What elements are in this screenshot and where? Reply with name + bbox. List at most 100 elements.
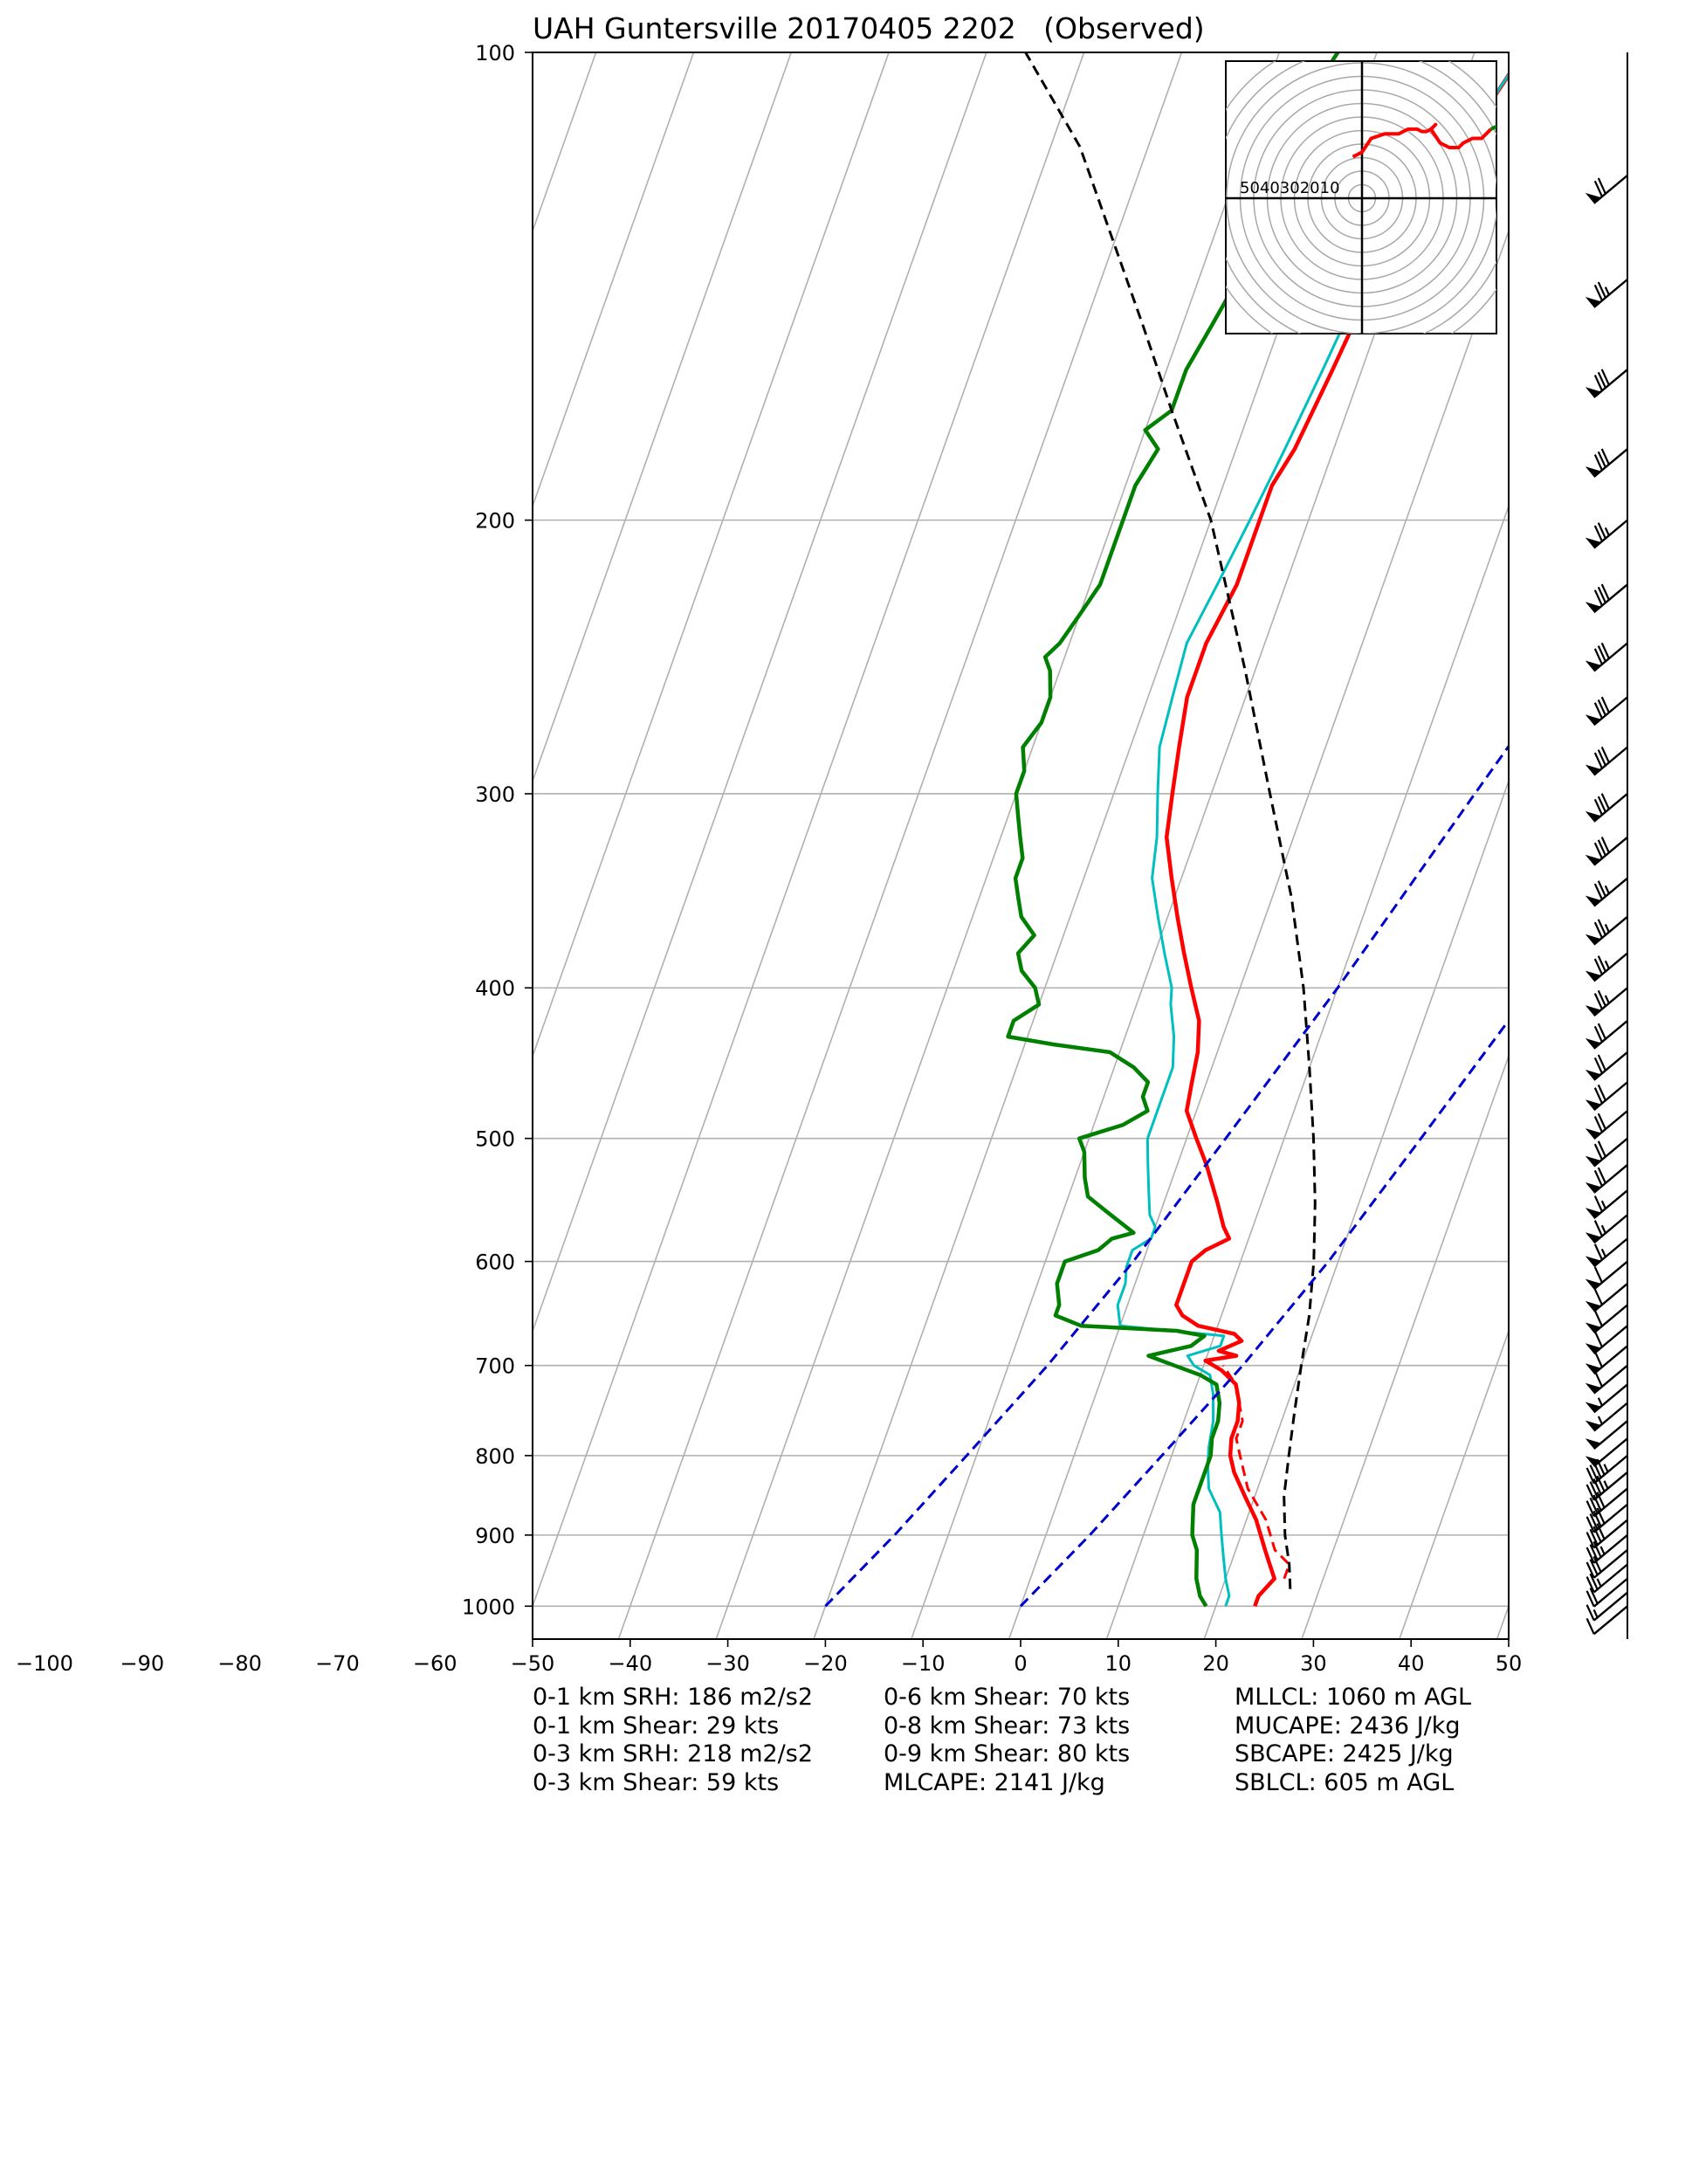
stat-srh-0-3: 0-3 km SRH: 218 m2/s2: [533, 1740, 814, 1767]
wind-barb: [1585, 877, 1628, 907]
stat-sbcape: SBCAPE: 2425 J/kg: [1235, 1740, 1454, 1767]
y-tick-label: 500: [475, 1127, 515, 1152]
y-tick-label: 600: [475, 1250, 515, 1275]
wind-barb: [1586, 1487, 1628, 1518]
y-tick-label: 300: [475, 782, 515, 807]
x-tick-label: 0: [1014, 1651, 1027, 1676]
wind-barb: [1585, 1364, 1628, 1395]
stat-mllcl: MLLCL: 1060 m AGL: [1235, 1684, 1472, 1711]
x-axis: −100 −90 −80 −70 −60 −50 −40 −30 −20 −10 0 10 20 30 40…: [16, 1639, 1522, 1676]
hodograph-trace: [1532, 28, 1551, 74]
isotherm-gridline: [0, 52, 10, 1639]
wind-barb: [1586, 1503, 1628, 1533]
y-tick-label: 100: [475, 41, 515, 65]
isotherm-gridline: [533, 52, 695, 508]
wind-barb: [1585, 1345, 1628, 1375]
series-layer: [824, 52, 1509, 1608]
wind-barb: [1585, 519, 1628, 549]
stat-shear-0-1: 0-1 km Shear: 29 kts: [533, 1712, 780, 1740]
isotherm-gridline: [533, 52, 1085, 1609]
series-line-dry-moist-adiabat: [824, 743, 1509, 1608]
y-tick-label: 400: [475, 976, 515, 1001]
x-tick-label: −70: [315, 1651, 360, 1676]
wind-barb: [1586, 1577, 1628, 1608]
wind-barb: [1586, 1519, 1628, 1549]
hodograph-rings: 5040302010: [1226, 28, 1551, 334]
series-line-dry-moist-adiabat: [1019, 1018, 1509, 1608]
wind-barb: [1585, 696, 1628, 727]
x-tick-label: −10: [901, 1651, 946, 1676]
isotherm-gridline: [0, 52, 108, 1639]
x-tick-label: −50: [511, 1651, 555, 1676]
stats-column-2: 0-6 km Shear: 70 kts 0-8 km Shear: 73 kt…: [884, 1684, 1130, 1797]
isotherm-gridline: [533, 52, 793, 783]
series-line-parcel-temperature-dashed-: [1221, 1364, 1291, 1580]
x-tick-label: −80: [217, 1651, 262, 1676]
wind-barb: [1585, 369, 1628, 399]
y-tick-label: 1000: [462, 1595, 515, 1619]
wind-barb: [1586, 1563, 1628, 1594]
isotherm-gridline: [0, 52, 499, 1639]
wind-barb: [1585, 1383, 1628, 1414]
wind-barb: [1585, 836, 1628, 866]
y-tick-label: 700: [475, 1354, 515, 1379]
wind-barb: [1585, 1214, 1628, 1244]
wind-barbs: [1585, 52, 1628, 1639]
isotherm-gridline: [0, 52, 401, 1639]
wind-barb: [1585, 1402, 1628, 1432]
wind-barb: [1586, 1533, 1628, 1564]
wind-barb: [1585, 1189, 1628, 1219]
x-tick-label: −40: [608, 1651, 652, 1676]
wind-barb: [1586, 1471, 1628, 1501]
isotherm-gridline: [1399, 1328, 1509, 1639]
hodograph-trace: [1352, 122, 1493, 159]
x-tick-label: −30: [705, 1651, 750, 1676]
wind-barb: [1585, 174, 1628, 204]
wind-barb: [1585, 793, 1628, 823]
wind-barb: [1585, 1051, 1628, 1081]
y-tick-label: 900: [475, 1524, 515, 1548]
x-tick-label: −60: [413, 1651, 457, 1676]
wind-barb: [1585, 1437, 1628, 1468]
chart-title: UAH Guntersville 20170405 2202 (Observed…: [533, 11, 1205, 45]
hodograph-trace: [1489, 124, 1496, 131]
isotherm-gridline: [0, 52, 205, 1639]
stat-shear-0-6: 0-6 km Shear: 70 kts: [884, 1684, 1131, 1711]
wind-barb: [1585, 1304, 1628, 1334]
stat-sblcl: SBLCL: 605 m AGL: [1235, 1768, 1455, 1796]
isotherm-gridline: [533, 52, 597, 234]
series-line-lifted-parcel-dashed-: [1024, 52, 1317, 1589]
isotherm-gridline: [533, 52, 890, 1058]
x-tick-label: −90: [120, 1651, 164, 1676]
wind-barb: [1585, 1110, 1628, 1140]
wind-barb: [1585, 1237, 1628, 1268]
series-line-wetbulb-like-green: [1006, 52, 1340, 1608]
stat-shear-0-9: 0-9 km Shear: 80 kts: [884, 1740, 1131, 1767]
wind-barb: [1585, 952, 1628, 982]
wind-barb: [1585, 987, 1628, 1017]
y-axis: 1000 900 800 700 600 500 400 300 200 100: [462, 41, 533, 1619]
wind-barb: [1585, 1325, 1628, 1355]
grid-layer: [0, 52, 1509, 1639]
stat-srh-0-1: 0-1 km SRH: 186 m2/s2: [533, 1684, 814, 1711]
wind-barb: [1585, 279, 1628, 308]
wind-barb: [1585, 1164, 1628, 1194]
hodograph-inset: 5040302010: [1225, 28, 1551, 334]
series-line-dewpoint: [1116, 72, 1509, 1607]
wind-barb: [1585, 1260, 1628, 1291]
y-tick-label: 200: [475, 509, 515, 534]
wind-barb: [1585, 583, 1628, 614]
isotherm-gridline: [1203, 779, 1509, 1639]
wind-barb: [1585, 1020, 1628, 1050]
isotherm-gridline: [0, 52, 303, 1639]
x-tick-label: 10: [1105, 1651, 1132, 1676]
wind-barb: [1585, 1137, 1628, 1168]
wind-barb: [1586, 1548, 1628, 1579]
isotherm-gridline: [617, 52, 1183, 1639]
x-tick-label: −20: [803, 1651, 848, 1676]
wind-barb: [1585, 642, 1628, 672]
x-tick-label: 50: [1496, 1651, 1523, 1676]
wind-barb: [1585, 1081, 1628, 1112]
stats-column-3: MLLCL: 1060 m AGL MUCAPE: 2436 J/kg SBCA…: [1235, 1684, 1471, 1797]
